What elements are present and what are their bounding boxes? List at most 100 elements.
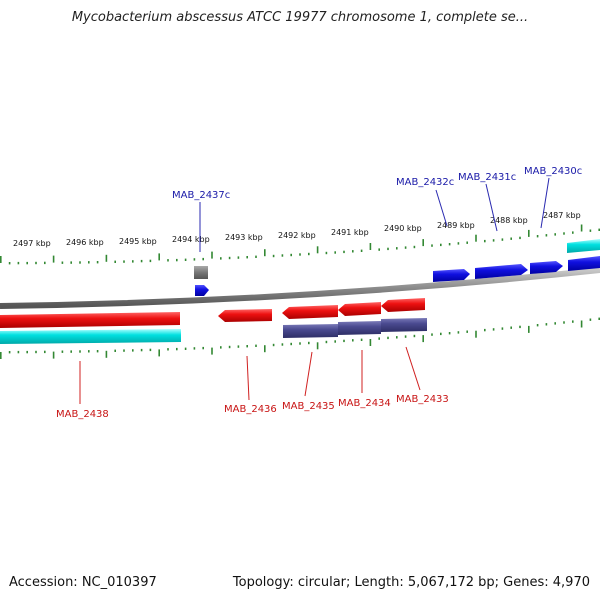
gene-feature-mab-2432c[interactable] — [433, 269, 470, 282]
tick-mark — [132, 260, 134, 263]
tick-mark — [343, 339, 345, 343]
gene-label-mab-2434[interactable]: MAB_2434 — [338, 398, 391, 409]
tick-mark — [246, 345, 248, 348]
gene-feature-mab-2436[interactable] — [218, 309, 272, 322]
tick-mark — [202, 346, 204, 350]
tick-mark — [334, 340, 336, 343]
tick-mark — [404, 246, 407, 249]
gene-feature-mab-2437c-pseudo[interactable] — [194, 266, 208, 279]
cds-feature-mab-2433[interactable] — [381, 318, 427, 332]
tick-mark — [211, 251, 213, 259]
tick-mark — [255, 255, 257, 258]
tick-mark — [492, 328, 495, 331]
tick-mark — [140, 259, 143, 263]
tick-mark — [290, 253, 292, 257]
gene-feature-mab-2433[interactable] — [381, 298, 425, 312]
gene-label-mab-2430c[interactable]: MAB_2430c — [524, 166, 582, 177]
cds-feature-edge-cyan[interactable] — [567, 239, 600, 253]
tick-mark — [510, 326, 512, 329]
tick-mark — [580, 320, 583, 328]
kbp-scale: 2497 kbp 2496 kbp 2495 kbp 2494 kbp 2493… — [13, 211, 581, 248]
tick-mark — [61, 350, 64, 353]
tick-mark — [308, 252, 310, 256]
gene-feature-mab-2435[interactable] — [282, 305, 338, 319]
gene-label-mab-2437c[interactable]: MAB_2437c — [172, 190, 230, 201]
kbp-tick-label: 2495 kbp — [119, 237, 157, 246]
tick-mark — [167, 259, 169, 262]
tick-mark — [0, 352, 2, 359]
tick-mark — [96, 350, 99, 353]
tick-mark — [193, 258, 196, 261]
tick-mark — [572, 231, 574, 234]
forward-callouts — [199, 177, 550, 252]
kbp-tick-label: 2490 kbp — [384, 224, 422, 233]
gene-label-mab-2431c[interactable]: MAB_2431c — [458, 172, 516, 183]
tick-mark — [211, 347, 213, 355]
gene-feature-mab-2437c[interactable] — [195, 285, 209, 296]
tick-mark — [35, 350, 37, 354]
tick-mark — [26, 261, 28, 265]
tick-mark — [140, 348, 143, 352]
tick-mark — [448, 332, 451, 335]
tick-mark — [360, 249, 363, 252]
kbp-tick-label: 2494 kbp — [172, 235, 210, 244]
cds-feature-mab-2435[interactable] — [283, 324, 338, 338]
tick-mark — [158, 253, 160, 261]
tick-mark — [228, 256, 231, 260]
tick-mark — [325, 340, 328, 344]
tick-mark — [440, 243, 442, 247]
gene-label-mab-2436[interactable]: MAB_2436 — [224, 404, 277, 415]
tick-mark — [528, 325, 530, 333]
kbp-tick-label: 2492 kbp — [278, 231, 316, 240]
tick-mark — [519, 236, 521, 240]
tick-mark — [132, 349, 134, 352]
cds-feature-mab-2434[interactable] — [338, 321, 381, 335]
tick-mark — [413, 334, 416, 338]
tick-mark — [193, 347, 196, 350]
gene-label-mab-2435[interactable]: MAB_2435 — [282, 401, 335, 412]
tick-mark — [176, 258, 178, 262]
tick-mark — [536, 324, 539, 327]
tick-mark — [572, 320, 574, 323]
tick-mark — [281, 254, 284, 257]
tick-mark — [413, 245, 416, 249]
tick-mark — [114, 349, 116, 352]
tick-mark — [176, 347, 178, 351]
gene-label-mab-2432c[interactable]: MAB_2432c — [396, 177, 454, 188]
chromosome-backbone — [0, 267, 600, 309]
tick-mark — [79, 350, 81, 353]
cds-feature-mab-2438[interactable] — [0, 329, 181, 344]
tick-mark — [492, 239, 495, 242]
tick-mark — [149, 259, 152, 263]
tick-mark — [457, 242, 460, 245]
gene-label-mab-2438[interactable]: MAB_2438 — [56, 409, 109, 420]
tick-mark — [431, 333, 433, 336]
gene-label-mab-2433[interactable]: MAB_2433 — [396, 394, 449, 405]
gene-feature-mab-2430c[interactable] — [530, 261, 563, 274]
gene-feature-mab-2434[interactable] — [338, 302, 381, 316]
tick-mark — [184, 347, 187, 350]
tick-mark — [237, 256, 240, 259]
kbp-tick-label: 2497 kbp — [13, 239, 51, 248]
tick-mark — [105, 350, 108, 358]
tick-mark — [79, 261, 81, 264]
lower-tick-track — [0, 317, 600, 359]
gene-feature-mab-2431c[interactable] — [475, 264, 528, 279]
tick-mark — [519, 325, 521, 329]
tick-mark — [299, 342, 301, 345]
tick-mark — [70, 350, 72, 353]
tick-mark — [96, 261, 99, 264]
tick-mark — [167, 348, 169, 351]
tick-mark — [308, 341, 310, 345]
tick-mark — [387, 247, 389, 251]
gene-feature-edge-blue[interactable] — [568, 256, 600, 271]
tick-mark — [484, 239, 486, 243]
tick-mark — [431, 244, 433, 247]
tick-mark — [158, 349, 160, 357]
tick-mark — [528, 229, 530, 237]
tick-mark — [17, 350, 20, 354]
gene-feature-mab-2438[interactable] — [0, 312, 180, 328]
tick-mark — [88, 261, 90, 264]
tick-mark — [316, 246, 319, 254]
